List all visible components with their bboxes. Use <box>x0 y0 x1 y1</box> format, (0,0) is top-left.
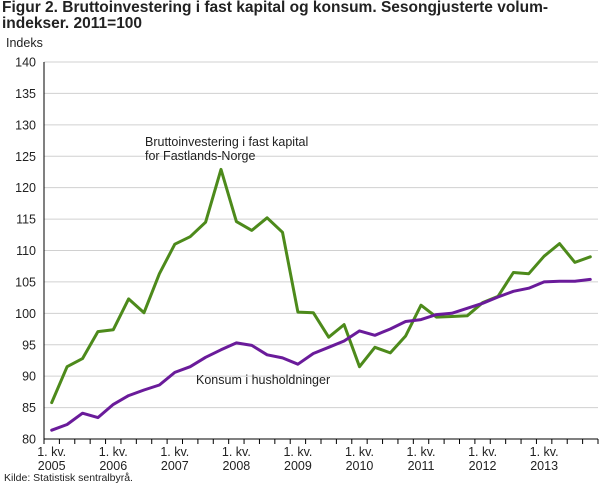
y-tick-label: 105 <box>15 275 36 289</box>
gridlines <box>43 61 598 440</box>
x-tick-label-year: 2013 <box>530 459 558 473</box>
source-note: Kilde: Statistisk sentralbyrå. <box>4 472 133 484</box>
x-tick-label-year: 2006 <box>99 459 127 473</box>
x-tick-label-quarter: 1. kv. <box>345 445 374 459</box>
x-tick-label-quarter: 1. kv. <box>37 445 66 459</box>
investment-annotation-label: for Fastlands-Norge <box>145 149 256 163</box>
y-tick-label: 130 <box>15 118 36 132</box>
y-tick-label: 80 <box>22 433 36 447</box>
x-tick-label-year: 2009 <box>284 459 312 473</box>
series-lines <box>50 167 592 432</box>
y-tick-label: 100 <box>15 307 36 321</box>
investment-series-line <box>50 167 592 405</box>
x-tick-label-quarter: 1. kv. <box>283 445 312 459</box>
figure-title: Figur 2. Bruttoinvestering i fast kapita… <box>2 0 549 32</box>
x-tick-label-year: 2007 <box>161 459 189 473</box>
x-tick-label-quarter: 1. kv. <box>222 445 251 459</box>
y-tick-label: 125 <box>15 150 36 164</box>
investment-annotation-label: Bruttoinvestering i fast kapital <box>145 135 308 149</box>
x-tick-label-year: 2008 <box>222 459 250 473</box>
consumption-series-line <box>50 277 592 432</box>
y-tick-labels: 80 85 90 95 100 105 110 115 120 125 130 135 140 <box>15 56 36 447</box>
y-tick-label: 85 <box>22 401 36 415</box>
consumption-annotation-label: Konsum i husholdninger <box>196 373 330 387</box>
y-axis-label: Indeks <box>6 36 43 50</box>
x-tick-label-quarter: 1. kv. <box>530 445 559 459</box>
y-tick-label: 110 <box>16 244 36 258</box>
y-tick-label: 135 <box>15 87 36 101</box>
y-tick-label: 140 <box>15 56 36 70</box>
x-tick-label-year: 2012 <box>469 459 497 473</box>
x-tick-label-year: 2010 <box>346 459 374 473</box>
y-tick-label: 115 <box>16 213 36 227</box>
x-tick-label-quarter: 1. kv. <box>160 445 189 459</box>
y-tick-label: 95 <box>22 338 36 352</box>
y-tick-label: 90 <box>22 370 36 384</box>
x-tick-label-quarter: 1. kv. <box>407 445 436 459</box>
x-tick-label-year: 2005 <box>38 459 66 473</box>
x-tick-label-year: 2011 <box>408 459 435 473</box>
y-tick-label: 120 <box>15 181 36 195</box>
x-tick-label-quarter: 1. kv. <box>468 445 497 459</box>
x-tick-label-quarter: 1. kv. <box>99 445 128 459</box>
